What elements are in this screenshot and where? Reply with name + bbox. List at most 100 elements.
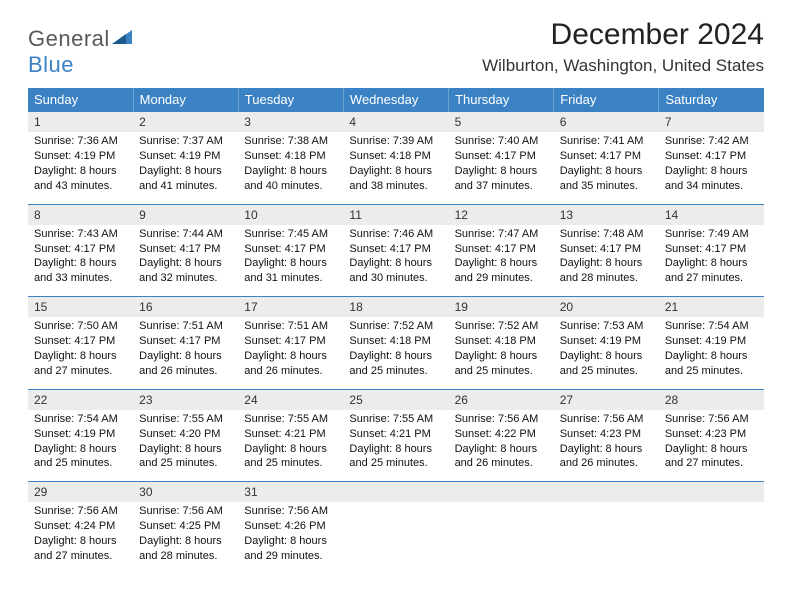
calendar-cell: 30Sunrise: 7:56 AMSunset: 4:25 PMDayligh…	[133, 482, 238, 574]
day-number: 14	[659, 205, 764, 225]
sunset-text: Sunset: 4:21 PM	[349, 427, 442, 442]
daylight-text: Daylight: 8 hours and 29 minutes.	[244, 534, 337, 564]
daylight-text: Daylight: 8 hours and 27 minutes.	[665, 256, 758, 286]
day-body	[554, 502, 659, 550]
calendar-cell: 13Sunrise: 7:48 AMSunset: 4:17 PMDayligh…	[554, 204, 659, 297]
day-body	[449, 502, 554, 550]
sunrise-text: Sunrise: 7:54 AM	[665, 319, 758, 334]
day-number: 16	[133, 297, 238, 317]
sunrise-text: Sunrise: 7:48 AM	[560, 227, 653, 242]
day-number	[659, 482, 764, 502]
day-number: 31	[238, 482, 343, 502]
day-body: Sunrise: 7:48 AMSunset: 4:17 PMDaylight:…	[554, 225, 659, 296]
col-header: Thursday	[449, 88, 554, 112]
sunset-text: Sunset: 4:17 PM	[34, 334, 127, 349]
calendar-cell: 7Sunrise: 7:42 AMSunset: 4:17 PMDaylight…	[659, 112, 764, 205]
sunrise-text: Sunrise: 7:54 AM	[34, 412, 127, 427]
daylight-text: Daylight: 8 hours and 33 minutes.	[34, 256, 127, 286]
col-header: Tuesday	[238, 88, 343, 112]
col-header: Saturday	[659, 88, 764, 112]
day-body: Sunrise: 7:56 AMSunset: 4:25 PMDaylight:…	[133, 502, 238, 573]
calendar-cell	[659, 482, 764, 574]
day-body: Sunrise: 7:56 AMSunset: 4:23 PMDaylight:…	[554, 410, 659, 481]
sunset-text: Sunset: 4:18 PM	[349, 149, 442, 164]
calendar-cell: 23Sunrise: 7:55 AMSunset: 4:20 PMDayligh…	[133, 389, 238, 482]
calendar-cell: 21 Sunrise: 7:54 AMSunset: 4:19 PMDayligh…	[659, 297, 764, 390]
calendar-cell: 2Sunrise: 7:37 AMSunset: 4:19 PMDaylight…	[133, 112, 238, 205]
sunrise-text: Sunrise: 7:40 AM	[455, 134, 548, 149]
calendar-cell: 8Sunrise: 7:43 AMSunset: 4:17 PMDaylight…	[28, 204, 133, 297]
daylight-text: Daylight: 8 hours and 25 minutes.	[244, 442, 337, 472]
calendar-cell: 3Sunrise: 7:38 AMSunset: 4:18 PMDaylight…	[238, 112, 343, 205]
calendar-row: 1Sunrise: 7:36 AMSunset: 4:19 PMDaylight…	[28, 112, 764, 205]
daylight-text: Daylight: 8 hours and 41 minutes.	[139, 164, 232, 194]
calendar-cell: 20Sunrise: 7:53 AMSunset: 4:19 PMDayligh…	[554, 297, 659, 390]
daylight-text: Daylight: 8 hours and 27 minutes.	[34, 534, 127, 564]
calendar-cell: 19Sunrise: 7:52 AMSunset: 4:18 PMDayligh…	[449, 297, 554, 390]
day-number: 3	[238, 112, 343, 132]
day-number: 29	[28, 482, 133, 502]
page-title: December 2024	[28, 18, 764, 52]
day-number: 15	[28, 297, 133, 317]
logo-word1: General	[28, 26, 110, 51]
sunrise-text: Sunrise: 7:55 AM	[244, 412, 337, 427]
daylight-text: Daylight: 8 hours and 25 minutes.	[349, 349, 442, 379]
calendar-cell: 4Sunrise: 7:39 AMSunset: 4:18 PMDaylight…	[343, 112, 448, 205]
day-body: Sunrise: 7:36 AMSunset: 4:19 PMDaylight:…	[28, 132, 133, 203]
day-number: 17	[238, 297, 343, 317]
sunset-text: Sunset: 4:19 PM	[665, 334, 758, 349]
daylight-text: Daylight: 8 hours and 34 minutes.	[665, 164, 758, 194]
sunrise-text: Sunrise: 7:39 AM	[349, 134, 442, 149]
sunrise-text: Sunrise: 7:52 AM	[455, 319, 548, 334]
day-body: Sunrise: 7:38 AMSunset: 4:18 PMDaylight:…	[238, 132, 343, 203]
day-body: Sunrise: 7:37 AMSunset: 4:19 PMDaylight:…	[133, 132, 238, 203]
daylight-text: Daylight: 8 hours and 25 minutes.	[665, 349, 758, 379]
daylight-text: Daylight: 8 hours and 28 minutes.	[139, 534, 232, 564]
sunset-text: Sunset: 4:17 PM	[455, 242, 548, 257]
calendar-cell: 12Sunrise: 7:47 AMSunset: 4:17 PMDayligh…	[449, 204, 554, 297]
day-number: 24	[238, 390, 343, 410]
sunset-text: Sunset: 4:24 PM	[34, 519, 127, 534]
sunrise-text: Sunrise: 7:36 AM	[34, 134, 127, 149]
location-text: Wilburton, Washington, United States	[28, 56, 764, 76]
calendar-cell: 26Sunrise: 7:56 AMSunset: 4:22 PMDayligh…	[449, 389, 554, 482]
calendar-table: SundayMondayTuesdayWednesdayThursdayFrid…	[28, 88, 764, 574]
daylight-text: Daylight: 8 hours and 25 minutes.	[560, 349, 653, 379]
sunset-text: Sunset: 4:19 PM	[560, 334, 653, 349]
col-header: Monday	[133, 88, 238, 112]
sunrise-text: Sunrise: 7:43 AM	[34, 227, 127, 242]
day-number: 22	[28, 390, 133, 410]
day-body: Sunrise: 7:55 AMSunset: 4:21 PMDaylight:…	[343, 410, 448, 481]
day-number: 21	[659, 297, 764, 317]
day-number: 5	[449, 112, 554, 132]
daylight-text: Daylight: 8 hours and 29 minutes.	[455, 256, 548, 286]
calendar-cell: 27Sunrise: 7:56 AMSunset: 4:23 PMDayligh…	[554, 389, 659, 482]
sunrise-text: Sunrise: 7:50 AM	[34, 319, 127, 334]
calendar-cell: 15Sunrise: 7:50 AMSunset: 4:17 PMDayligh…	[28, 297, 133, 390]
day-number: 19	[449, 297, 554, 317]
day-number	[449, 482, 554, 502]
calendar-cell	[449, 482, 554, 574]
day-number: 13	[554, 205, 659, 225]
day-number: 11	[343, 205, 448, 225]
sunrise-text: Sunrise: 7:53 AM	[560, 319, 653, 334]
day-body: Sunrise: 7:39 AMSunset: 4:18 PMDaylight:…	[343, 132, 448, 203]
sunrise-text: Sunrise: 7:56 AM	[455, 412, 548, 427]
day-body: Sunrise: 7:52 AMSunset: 4:18 PMDaylight:…	[449, 317, 554, 388]
calendar-cell: 1Sunrise: 7:36 AMSunset: 4:19 PMDaylight…	[28, 112, 133, 205]
calendar-cell: 9Sunrise: 7:44 AMSunset: 4:17 PMDaylight…	[133, 204, 238, 297]
daylight-text: Daylight: 8 hours and 32 minutes.	[139, 256, 232, 286]
sunset-text: Sunset: 4:17 PM	[560, 242, 653, 257]
daylight-text: Daylight: 8 hours and 28 minutes.	[560, 256, 653, 286]
calendar-header-row: SundayMondayTuesdayWednesdayThursdayFrid…	[28, 88, 764, 112]
sunrise-text: Sunrise: 7:46 AM	[349, 227, 442, 242]
calendar-cell: 6Sunrise: 7:41 AMSunset: 4:17 PMDaylight…	[554, 112, 659, 205]
sunset-text: Sunset: 4:25 PM	[139, 519, 232, 534]
calendar-cell: 25Sunrise: 7:55 AMSunset: 4:21 PMDayligh…	[343, 389, 448, 482]
sunset-text: Sunset: 4:23 PM	[665, 427, 758, 442]
daylight-text: Daylight: 8 hours and 37 minutes.	[455, 164, 548, 194]
day-number: 12	[449, 205, 554, 225]
daylight-text: Daylight: 8 hours and 30 minutes.	[349, 256, 442, 286]
day-number: 30	[133, 482, 238, 502]
day-body	[659, 502, 764, 550]
